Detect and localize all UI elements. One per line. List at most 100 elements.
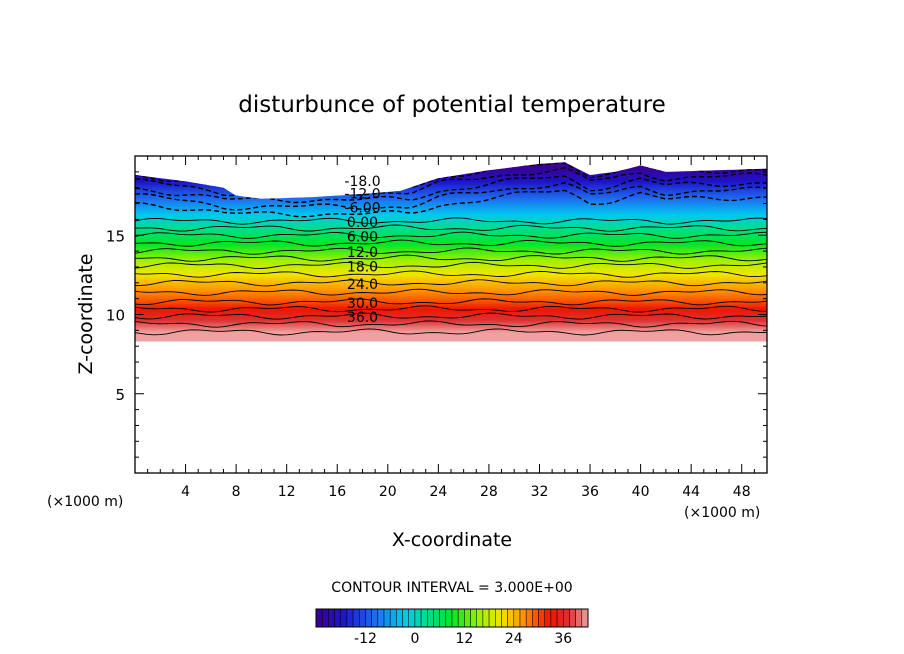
field-band — [135, 314, 767, 317]
colorbar-cell — [315, 608, 323, 628]
colorbar: -12 0 12 24 36 — [315, 608, 589, 647]
field-band — [135, 324, 767, 327]
colorbar-cell — [439, 608, 447, 628]
field-band — [135, 246, 767, 249]
field-band — [135, 262, 767, 265]
field-band — [135, 206, 767, 209]
field-band — [135, 224, 767, 227]
colorbar-cell — [482, 608, 490, 628]
field-band — [135, 186, 767, 189]
field-band — [135, 276, 767, 279]
colorbar-cell — [445, 608, 453, 628]
colorbar-cell — [346, 608, 354, 628]
colorbar-cell — [377, 608, 385, 628]
colorbar-cell — [525, 608, 533, 628]
field-band — [135, 244, 767, 247]
colorbar-cell — [414, 608, 422, 628]
field-band — [135, 285, 767, 289]
field-band — [135, 236, 767, 240]
field-band — [135, 278, 767, 281]
colorbar-cell — [488, 608, 496, 628]
colorbar-cell — [328, 608, 335, 628]
y-tick-label: 10 — [106, 307, 125, 325]
field-band — [135, 265, 767, 268]
x-tick-label: 44 — [682, 484, 700, 500]
contour-label: 30.0 — [347, 296, 378, 312]
field-band — [135, 150, 767, 152]
field-band — [135, 300, 767, 303]
field-band — [135, 325, 767, 328]
colorbar-tick-label: -12 — [354, 631, 377, 647]
colorbar-tick-label: 24 — [505, 631, 523, 647]
field-band — [135, 263, 767, 266]
field-band — [135, 254, 767, 257]
field-band — [135, 311, 767, 314]
contour-line-positive — [135, 254, 767, 262]
field-band — [135, 168, 767, 171]
field-band — [135, 281, 767, 284]
field-band — [135, 252, 767, 255]
chart-title: disturbunce of potential temperature — [238, 92, 666, 118]
x-tick-label: 48 — [733, 484, 751, 500]
contour-line-positive — [135, 247, 767, 255]
field-band — [135, 268, 767, 271]
colorbar-cell — [371, 608, 379, 628]
colorbar-cell — [457, 608, 465, 628]
field-band — [135, 148, 767, 150]
colorbar-cell — [389, 608, 397, 628]
x-tick-label: 12 — [278, 484, 296, 500]
field-band — [135, 194, 767, 197]
field-band — [135, 162, 767, 163]
field-band — [135, 266, 767, 270]
contour-line-positive — [135, 224, 767, 232]
field-band — [135, 306, 767, 309]
contour-line-negative — [135, 181, 767, 211]
contour-line-positive — [135, 298, 767, 306]
contour-line-positive — [135, 279, 767, 287]
contour-line-positive — [135, 320, 767, 328]
field-band — [135, 228, 767, 232]
field-band — [135, 216, 767, 219]
contour-line-negative — [135, 189, 767, 218]
field-band — [135, 153, 767, 155]
field-band — [135, 217, 767, 220]
field-band — [135, 167, 767, 170]
y-tick-label: 5 — [115, 386, 125, 404]
field-band — [135, 205, 767, 208]
colorbar-cell — [420, 608, 428, 628]
temperature-field — [135, 148, 767, 342]
x-tick-label: 4 — [181, 484, 190, 500]
x-tick-label: 8 — [232, 484, 241, 500]
contour-label: 0.00 — [347, 215, 378, 231]
x-tick-label: 28 — [480, 484, 498, 500]
field-band — [135, 319, 767, 322]
field-band — [135, 327, 767, 330]
y-axis-label: Z-coordinate — [75, 254, 97, 375]
field-band — [135, 255, 767, 259]
colorbar-cell — [321, 608, 329, 628]
colorbar-cell — [476, 608, 484, 628]
field-band — [135, 197, 767, 200]
field-band — [135, 187, 767, 190]
contour-label: -12.0 — [344, 186, 380, 202]
colorbar-cell — [470, 608, 477, 628]
colorbar-cell — [538, 608, 545, 628]
field-band — [135, 249, 767, 252]
contour-label: -6.00 — [344, 201, 380, 217]
field-band — [135, 336, 767, 339]
colorbar-cell — [340, 608, 348, 628]
field-band — [135, 333, 767, 336]
field-band — [135, 251, 767, 254]
contour-line-positive — [135, 288, 767, 296]
colorbar-cell — [495, 608, 502, 628]
field-band — [135, 260, 767, 263]
colorbar-cell — [563, 608, 570, 628]
contour-line-positive — [135, 270, 767, 278]
contour-line-positive — [135, 231, 767, 239]
colorbar-cell — [513, 608, 521, 628]
field-band — [135, 184, 767, 187]
contour-line-negative — [135, 162, 767, 170]
field-band — [135, 304, 767, 308]
